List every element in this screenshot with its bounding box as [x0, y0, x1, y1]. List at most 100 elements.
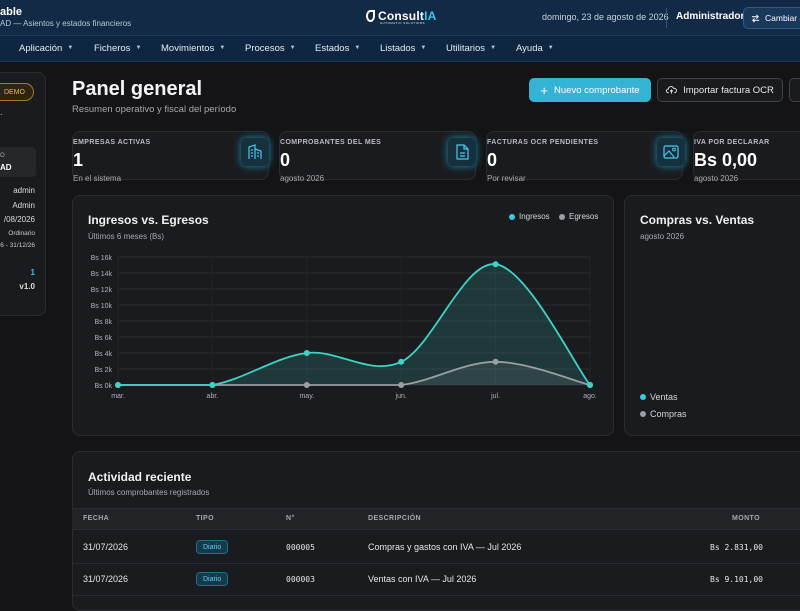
data-point-egresos	[398, 382, 405, 388]
purchases-sales-chart-card: Compras vs. Ventas agosto 2026 Ventas Co…	[624, 195, 800, 436]
image-icon	[657, 138, 685, 166]
data-point-ingresos	[115, 382, 121, 388]
legend-label: Egresos	[569, 212, 599, 221]
logo-text-accent: IA	[424, 9, 437, 23]
stat-label: COMPROBANTES DEL MES	[280, 139, 382, 146]
legend-compras[interactable]: Compras	[640, 409, 687, 419]
cell-descripcion: Compras y gastos con IVA — Jul 2026	[368, 542, 522, 552]
menu-estados[interactable]: Estados ▼	[315, 43, 360, 54]
logo-mark-icon	[366, 10, 375, 22]
menu-label: Ayuda	[516, 43, 543, 54]
menu-procesos[interactable]: Procesos ▼	[245, 43, 296, 54]
recent-activity-card: Actividad reciente Últimos comprobantes …	[72, 451, 800, 611]
more-actions-button[interactable]	[789, 78, 800, 102]
cell-monto: Bs 2.831,00	[710, 543, 763, 552]
col-fecha[interactable]: FECHA	[83, 515, 110, 522]
table-header	[72, 508, 800, 530]
main-menu: Aplicación ▼ Ficheros ▼ Movimientos ▼ Proce…	[0, 36, 800, 62]
data-point-egresos	[492, 358, 499, 365]
header-divider	[666, 8, 667, 28]
new-voucher-button[interactable]: + Nuevo comprobante	[529, 78, 651, 102]
col-numero[interactable]: N°	[286, 515, 295, 522]
menu-label: Utilitarios	[446, 43, 486, 54]
menu-aplicacion[interactable]: Aplicación ▼	[19, 43, 73, 54]
type-badge: Diario	[196, 572, 229, 586]
company-selector[interactable]: O AD	[0, 147, 36, 177]
menu-ficheros[interactable]: Ficheros ▼	[94, 43, 141, 54]
cell-fecha: 31/07/2026	[83, 574, 129, 584]
consultia-logo[interactable]: ConsultIA AUTOMATIC SOLUTIONS	[366, 9, 437, 25]
stat-sub: Por revisar	[487, 174, 526, 183]
legend-ingresos[interactable]: Ingresos	[509, 212, 550, 221]
type-badge: Diario	[196, 540, 229, 554]
demo-badge: DEMO	[0, 83, 34, 101]
cell-fecha: 31/07/2026	[83, 542, 129, 552]
y-tick-label: Bs 10k	[91, 303, 113, 310]
company-selector-top: O	[0, 153, 5, 159]
chevron-down-icon: ▼	[420, 45, 427, 51]
table-row[interactable]: 31/07/2026 Diario 000003 Ventas con IVA …	[72, 564, 800, 596]
sidebar-user-name: admin	[13, 186, 35, 195]
company-sidebar	[0, 72, 46, 316]
y-tick-label: Bs 4k	[94, 351, 112, 358]
cell-numero: 000003	[286, 575, 315, 584]
data-point-egresos	[303, 382, 310, 388]
sidebar-count: 1	[30, 268, 35, 277]
menu-movimientos[interactable]: Movimientos ▼	[161, 43, 225, 54]
chevron-down-icon: ▼	[135, 45, 142, 51]
menu-ayuda[interactable]: Ayuda ▼	[516, 43, 554, 54]
table-row[interactable]: 31/07/2026 Diario 000005 Compras y gasto…	[72, 532, 800, 564]
legend-dot	[559, 213, 565, 220]
legend-egresos[interactable]: Egresos	[559, 212, 598, 221]
x-tick-label: jun.	[395, 393, 407, 400]
logo-text: Consult	[378, 9, 425, 23]
chevron-down-icon: ▼	[547, 45, 554, 51]
sidebar-version: v1.0	[19, 282, 35, 291]
menu-label: Estados	[315, 43, 350, 54]
legend-label: Ventas	[650, 392, 678, 402]
user-name[interactable]: Administrador	[676, 11, 745, 22]
stat-sub: agosto 2026	[694, 174, 739, 183]
chevron-down-icon: ▼	[67, 45, 74, 51]
data-point-ingresos	[492, 261, 499, 268]
col-monto[interactable]: MONTO	[732, 515, 760, 522]
menu-label: Movimientos	[161, 43, 215, 54]
menu-label: Procesos	[245, 43, 285, 54]
stat-card-ocr: FACTURAS OCR PENDIENTES 0 Por revisar	[486, 131, 685, 183]
stat-sub: agosto 2026	[280, 174, 325, 183]
menu-listados[interactable]: Listados ▼	[380, 43, 426, 54]
app-title: able	[0, 6, 23, 18]
data-point-ingresos	[303, 350, 310, 356]
logo-tagline: AUTOMATIC SOLUTIONS	[380, 21, 426, 25]
legend-label: Ingresos	[519, 212, 550, 221]
chevron-down-icon: ▼	[490, 45, 497, 51]
data-point-ingresos	[587, 382, 593, 388]
menu-label: Aplicación	[19, 43, 63, 54]
col-tipo[interactable]: TIPO	[196, 515, 214, 522]
sidebar-period-type: Ordinario	[8, 230, 35, 237]
chart-title: Ingresos vs. Egresos	[88, 213, 209, 227]
income-expense-chart: Bs 0k Bs 2k Bs 4k Bs 6k Bs 8k Bs 10k Bs 12k Bs …	[91, 255, 597, 400]
company-selector-name: AD	[0, 163, 12, 172]
import-ocr-button[interactable]: Importar factura OCR	[657, 78, 783, 102]
building-icon	[241, 138, 269, 166]
swap-icon	[751, 14, 760, 22]
x-tick-label: mar.	[111, 393, 125, 400]
y-tick-label: Bs 2k	[94, 367, 112, 374]
series-area-ingresos	[118, 264, 590, 385]
stat-value: Bs 0,00	[694, 150, 758, 170]
plus-icon: +	[540, 82, 549, 98]
activity-subtitle: Últimos comprobantes registrados	[88, 488, 210, 497]
stat-label: EMPRESAS ACTIVAS	[73, 139, 151, 146]
legend-ventas[interactable]: Ventas	[640, 392, 678, 402]
cloud-upload-icon	[666, 86, 677, 94]
menu-utilitarios[interactable]: Utilitarios ▼	[446, 43, 496, 54]
y-tick-label: Bs 0k	[94, 383, 112, 390]
income-expense-chart-card: Ingresos vs. Egresos Últimos 6 meses (Bs…	[72, 195, 614, 436]
chart-subtitle: agosto 2026	[640, 232, 685, 241]
activity-title: Actividad reciente	[88, 470, 192, 484]
col-descripcion[interactable]: DESCRIPCIÓN	[368, 515, 422, 522]
chevron-down-icon: ▼	[219, 45, 226, 51]
switch-company-button[interactable]: Cambiar e	[743, 7, 800, 29]
x-tick-label: abr.	[207, 393, 219, 400]
